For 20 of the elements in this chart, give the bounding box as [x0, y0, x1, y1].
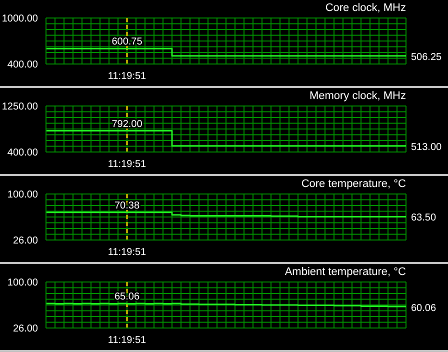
x-tick-label: 11:19:51 [108, 159, 147, 170]
y-tick-label: 1000.00 [2, 14, 38, 25]
chart-title: Core clock, MHz [325, 2, 406, 14]
chart-title: Core temperature, °C [301, 178, 406, 190]
chart-title: Ambient temperature, °C [284, 266, 406, 278]
y-tick-label: 400.00 [7, 148, 38, 159]
data-label: 60.06 [411, 302, 436, 314]
data-label: 506.25 [411, 52, 442, 63]
y-tick-label: 100.00 [7, 190, 38, 201]
y-tick-label: 26.00 [12, 236, 38, 247]
x-tick-label: 11:19:51 [108, 71, 147, 82]
y-tick-label: 1250.00 [2, 102, 38, 113]
data-label: 63.50 [411, 212, 436, 224]
data-label: 513.00 [411, 142, 442, 153]
y-tick-label: 400.00 [7, 60, 38, 71]
y-tick-label: 100.00 [7, 278, 38, 289]
y-tick-label: 26.00 [12, 324, 38, 335]
x-tick-label: 11:19:51 [108, 247, 147, 258]
x-tick-label: 11:19:51 [108, 335, 147, 346]
chart-title: Memory clock, MHz [309, 90, 406, 102]
